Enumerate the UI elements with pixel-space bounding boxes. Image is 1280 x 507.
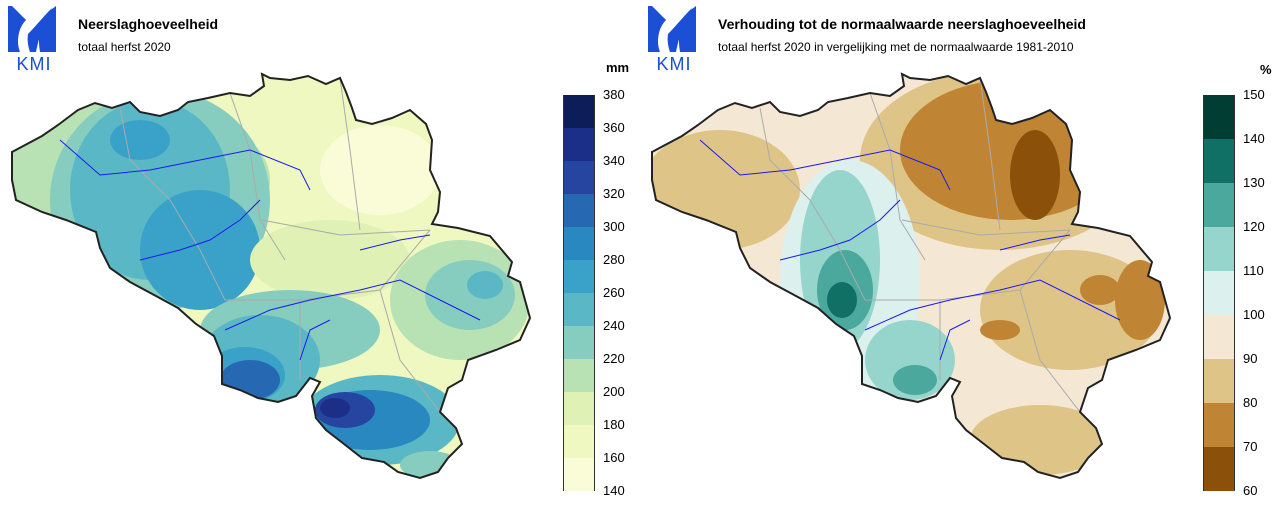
ratio-field	[652, 74, 1170, 478]
province-borders	[119, 77, 441, 413]
legend-swatch	[1203, 95, 1235, 139]
legend-tick-label: 160	[603, 450, 625, 465]
kmi-logo: KMI	[6, 4, 58, 74]
kmi-logo-text: KMI	[16, 54, 52, 74]
legend-swatch	[1203, 315, 1235, 359]
precipitation-field	[12, 74, 530, 478]
map-subtitle: totaal herfst 2020	[78, 40, 171, 54]
legend-tick-label: 120	[1243, 219, 1265, 234]
map-subtitle: totaal herfst 2020 in vergelijking met d…	[718, 40, 1074, 54]
legend-swatch	[1203, 447, 1235, 491]
legend-tick-label: 130	[1243, 175, 1265, 190]
legend-unit: %	[1260, 62, 1272, 77]
legend-tick-label: 260	[603, 285, 625, 300]
rivers	[59, 139, 481, 361]
legend-swatch	[1203, 227, 1235, 271]
legend-unit: mm	[606, 60, 630, 75]
rivers	[699, 139, 1121, 361]
kmi-logo-mark	[8, 6, 56, 52]
legend-tick-label: 340	[603, 153, 625, 168]
kmi-logo-text: KMI	[656, 54, 692, 74]
precipitation-panel: KMI Neerslaghoeveelheid totaal herfst 20…	[6, 4, 630, 498]
legend-tick-label: 200	[603, 384, 625, 399]
legend-swatch	[563, 326, 595, 359]
belgium-precipitation-map	[11, 73, 531, 479]
legend-swatch	[563, 293, 595, 326]
legend-swatch	[1203, 271, 1235, 315]
legend-tick-label: 110	[1243, 263, 1264, 278]
legend-swatch	[563, 128, 595, 161]
legend-tick-label: 220	[603, 351, 625, 366]
legend-swatch	[1203, 359, 1235, 403]
legend-swatch	[563, 392, 595, 425]
kmi-logo: KMI	[646, 4, 698, 74]
legend-swatch	[563, 458, 595, 491]
legend-tick-label: 150	[1243, 87, 1265, 102]
legend-swatch	[1203, 139, 1235, 183]
legend-tick-label: 140	[603, 483, 625, 498]
legend-tick-label: 280	[603, 252, 625, 267]
legend-swatch	[1203, 183, 1235, 227]
legend-swatch	[563, 359, 595, 392]
legend-tick-label: 180	[603, 417, 625, 432]
legend-tick-label: 100	[1243, 307, 1265, 322]
legend-swatch	[563, 260, 595, 293]
legend-swatch	[1203, 403, 1235, 447]
legend-tick-label: 60	[1243, 483, 1258, 498]
province-borders	[759, 77, 1081, 413]
legend-tick-label: 90	[1243, 351, 1258, 366]
legend-swatch	[563, 227, 595, 260]
legend-tick-label: 360	[603, 120, 625, 135]
ratio-panel: KMI Verhouding tot de normaalwaarde neer…	[640, 0, 1280, 507]
legend-tick-label: 140	[1243, 131, 1265, 146]
legend-swatch	[563, 425, 595, 458]
legend-swatch	[563, 194, 595, 227]
legend-swatch	[563, 95, 595, 128]
legend-swatch	[563, 161, 595, 194]
legend-tick-label: 300	[603, 219, 625, 234]
legend-tick-label: 240	[603, 318, 625, 333]
legend-tick-label: 80	[1243, 395, 1258, 410]
map-title: Verhouding tot de normaalwaarde neerslag…	[718, 16, 1086, 32]
kmi-logo-mark	[648, 6, 696, 52]
legend-tick-label: 70	[1243, 439, 1258, 454]
legend-tick-label: 320	[603, 186, 625, 201]
belgium-ratio-map	[651, 73, 1171, 479]
legend-tick-label: 380	[603, 87, 625, 102]
map-title: Neerslaghoeveelheid	[78, 16, 219, 32]
